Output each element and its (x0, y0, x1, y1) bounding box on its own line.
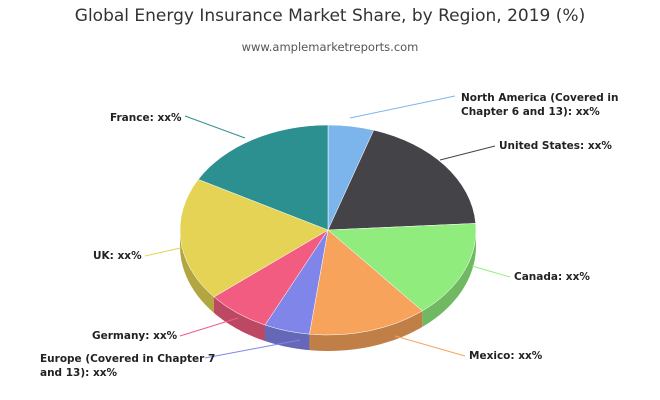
slice-label: United States: xx% (499, 140, 612, 152)
slice (309, 229, 423, 336)
leader-line (349, 95, 456, 119)
slice-side (422, 230, 476, 327)
slice-side (213, 296, 265, 342)
leader-line (179, 317, 239, 337)
slice (327, 129, 476, 231)
slice-side (309, 310, 423, 351)
chart-title: Global Energy Insurance Market Share, by… (74, 6, 586, 26)
chart-subtitle: www.amplemarketreports.com (241, 40, 419, 54)
leader-line (394, 335, 466, 357)
leader-line (184, 115, 246, 139)
leader-line (144, 246, 186, 257)
leader-line (439, 145, 496, 161)
leader-line (204, 339, 301, 359)
slice (179, 179, 329, 298)
slice-side (264, 325, 310, 351)
slice-label: Germany: xx% (92, 330, 178, 342)
slice-label: North America (Covered in Chapter 6 and … (461, 92, 619, 118)
slice (197, 124, 329, 231)
slice-label: France: xx% (110, 112, 182, 124)
leader-line (471, 265, 511, 278)
slice-side (180, 230, 214, 313)
slice (327, 223, 477, 312)
slice-label: UK: xx% (93, 250, 142, 262)
slice-label: Europe (Covered in Chapter 7 and 13): xx… (40, 353, 216, 379)
slice-label: Canada: xx% (514, 271, 590, 283)
slice-label: Mexico: xx% (469, 350, 543, 362)
